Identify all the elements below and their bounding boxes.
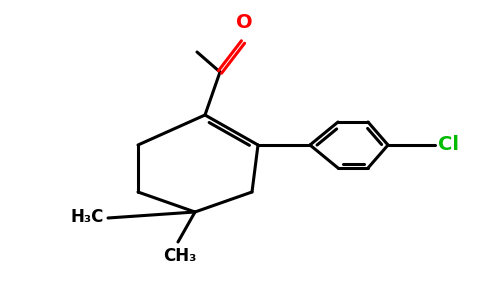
Text: H₃C: H₃C [71,208,104,226]
Text: Cl: Cl [438,136,459,154]
Text: O: O [236,13,252,32]
Text: CH₃: CH₃ [163,247,197,265]
